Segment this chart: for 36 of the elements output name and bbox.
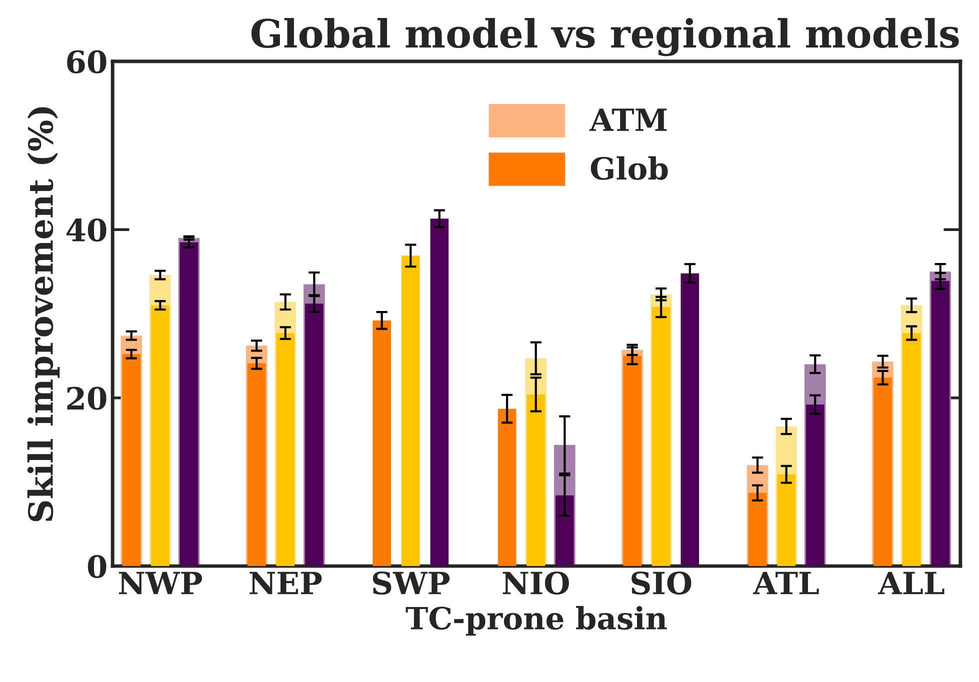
bar xyxy=(680,273,700,566)
bar xyxy=(777,474,796,566)
bar xyxy=(151,305,170,566)
x-axis-title: TC-prone basin xyxy=(406,606,667,636)
y-tick-label: 40 xyxy=(66,218,106,242)
y-tick-label: 0 xyxy=(88,554,106,578)
legend-label: Glob xyxy=(590,156,668,180)
bar xyxy=(931,280,950,566)
x-tick-label: ALL xyxy=(878,572,944,594)
chart-title: Global model vs regional models xyxy=(251,18,959,56)
y-tick-label: 20 xyxy=(67,386,106,410)
bar xyxy=(498,408,516,566)
x-tick-label: NIO xyxy=(502,571,569,595)
bar xyxy=(526,394,546,566)
bar xyxy=(652,306,670,566)
y-tick-label: 60 xyxy=(67,50,106,74)
bar xyxy=(305,304,324,566)
bar xyxy=(806,404,824,566)
bar xyxy=(430,218,449,566)
bar xyxy=(874,378,892,566)
bar xyxy=(122,354,141,566)
bar xyxy=(902,333,921,566)
bar xyxy=(372,320,391,566)
bar xyxy=(556,495,574,566)
x-tick-label: NWP xyxy=(118,572,202,594)
bar xyxy=(623,356,642,566)
x-tick-label: SWP xyxy=(372,571,450,595)
x-tick-label: SIO xyxy=(632,571,692,595)
x-tick-label: ATL xyxy=(752,572,819,594)
bar xyxy=(401,256,420,566)
x-tick-label: NEP xyxy=(250,572,322,594)
legend-label: ATM xyxy=(589,108,667,131)
bar xyxy=(748,492,767,566)
y-axis-title: Skill improvement (%) xyxy=(27,107,60,522)
bar xyxy=(276,333,295,566)
bar xyxy=(247,363,266,566)
